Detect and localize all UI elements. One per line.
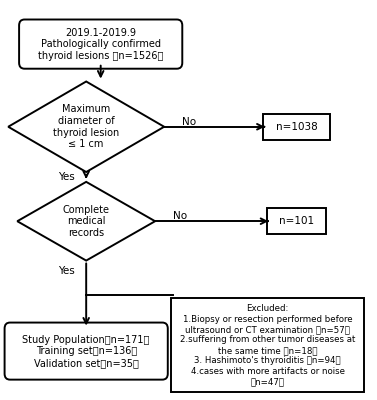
- Text: Study Population（n=171）
Training set（n=136）
Validation set（n=35）: Study Population（n=171） Training set（n=1…: [23, 334, 150, 368]
- Text: Maximum
diameter of
thyroid lesion
≤ 1 cm: Maximum diameter of thyroid lesion ≤ 1 c…: [53, 104, 119, 149]
- Text: Yes: Yes: [58, 266, 75, 276]
- Polygon shape: [8, 82, 164, 172]
- FancyBboxPatch shape: [19, 20, 182, 69]
- Polygon shape: [17, 182, 155, 260]
- Text: No: No: [182, 117, 196, 127]
- Text: Excluded:
1.Biopsy or resection performed before
ultrasound or CT examination （n: Excluded: 1.Biopsy or resection performe…: [180, 304, 355, 386]
- Text: n=1038: n=1038: [276, 122, 317, 132]
- Text: No: No: [173, 211, 187, 221]
- Text: Yes: Yes: [58, 172, 75, 182]
- Text: n=101: n=101: [279, 216, 314, 226]
- FancyBboxPatch shape: [172, 298, 363, 392]
- FancyBboxPatch shape: [267, 208, 326, 234]
- FancyBboxPatch shape: [263, 114, 330, 140]
- Text: Complete
medical
records: Complete medical records: [63, 205, 110, 238]
- Text: 2019.1-2019.9
Pathologically confirmed
thyroid lesions （n=1526）: 2019.1-2019.9 Pathologically confirmed t…: [38, 28, 163, 61]
- FancyBboxPatch shape: [5, 322, 168, 380]
